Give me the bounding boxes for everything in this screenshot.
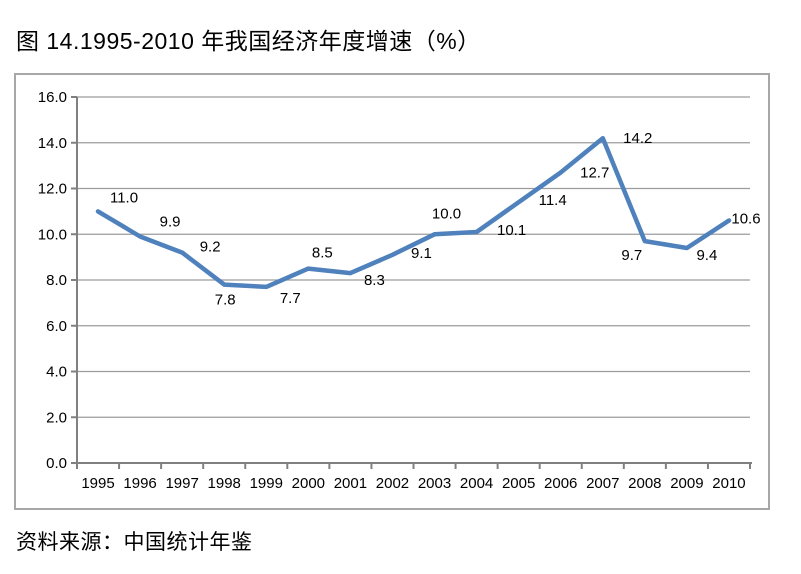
y-tick-label: 16.0 xyxy=(38,89,67,106)
y-tick-label: 6.0 xyxy=(46,318,67,335)
y-tick-label: 4.0 xyxy=(46,364,67,381)
y-tick-label: 2.0 xyxy=(46,409,67,426)
data-label: 9.1 xyxy=(411,245,432,262)
x-tick-label: 2003 xyxy=(418,475,451,492)
data-label: 8.5 xyxy=(312,245,333,262)
data-label: 9.4 xyxy=(696,247,717,264)
data-label: 9.9 xyxy=(160,214,181,231)
data-label: 10.0 xyxy=(432,205,461,222)
x-tick-label: 2007 xyxy=(586,475,619,492)
x-tick-label: 1995 xyxy=(81,475,114,492)
data-label: 11.0 xyxy=(110,189,138,206)
x-tick-label: 2009 xyxy=(670,475,703,492)
data-label: 11.4 xyxy=(539,192,567,209)
y-tick-label: 10.0 xyxy=(38,226,67,243)
x-tick-label: 2010 xyxy=(712,475,745,492)
y-tick-label: 14.0 xyxy=(38,135,67,152)
data-label: 9.7 xyxy=(621,247,642,264)
x-tick-label: 2004 xyxy=(460,475,493,492)
y-tick-labels: 0.0 2.0 4.0 6.0 8.0 10.0 12.0 14.0 16.0 xyxy=(38,89,77,472)
x-tick-label: 2008 xyxy=(628,475,661,492)
data-label: 14.2 xyxy=(623,130,652,147)
data-label: 7.8 xyxy=(215,292,236,309)
x-tick-label: 2001 xyxy=(334,475,367,492)
y-tick-label: 8.0 xyxy=(46,272,67,289)
x-tick-label: 2006 xyxy=(544,475,577,492)
x-tick-labels: 1995 1996 1997 1998 1999 2000 2001 2002 2003 2004… xyxy=(76,463,751,492)
x-tick-label: 1998 xyxy=(208,475,241,492)
chart-title: 图 14.1995-2010 年我国经济年度增速（%） xyxy=(16,28,481,54)
x-tick-label: 1999 xyxy=(250,475,283,492)
data-label: 9.2 xyxy=(200,239,221,256)
x-tick-label: 2000 xyxy=(292,475,325,492)
data-labels: 11.0 9.9 9.2 7.8 7.7 8.5 8.3 9.1 10.0 10.1 11.4 12.… xyxy=(110,130,761,308)
chart-area: 0.0 2.0 4.0 6.0 8.0 10.0 12.0 14.0 16.0 1995 1996 1… xyxy=(14,73,770,510)
data-label: 10.1 xyxy=(497,222,526,239)
x-tick-label: 1996 xyxy=(123,475,156,492)
gridlines xyxy=(77,96,750,418)
x-tick-label: 2002 xyxy=(376,475,409,492)
y-tick-label: 12.0 xyxy=(38,181,67,198)
data-label: 12.7 xyxy=(580,164,609,181)
data-label: 7.7 xyxy=(280,290,301,307)
data-label: 8.3 xyxy=(364,272,385,289)
x-tick-label: 1997 xyxy=(165,475,198,492)
y-tick-label: 0.0 xyxy=(46,455,67,472)
source-note: 资料来源：中国统计年鉴 xyxy=(16,531,253,554)
x-tick-label: 2005 xyxy=(502,475,535,492)
data-label: 10.6 xyxy=(731,211,760,228)
data-line xyxy=(95,135,732,290)
